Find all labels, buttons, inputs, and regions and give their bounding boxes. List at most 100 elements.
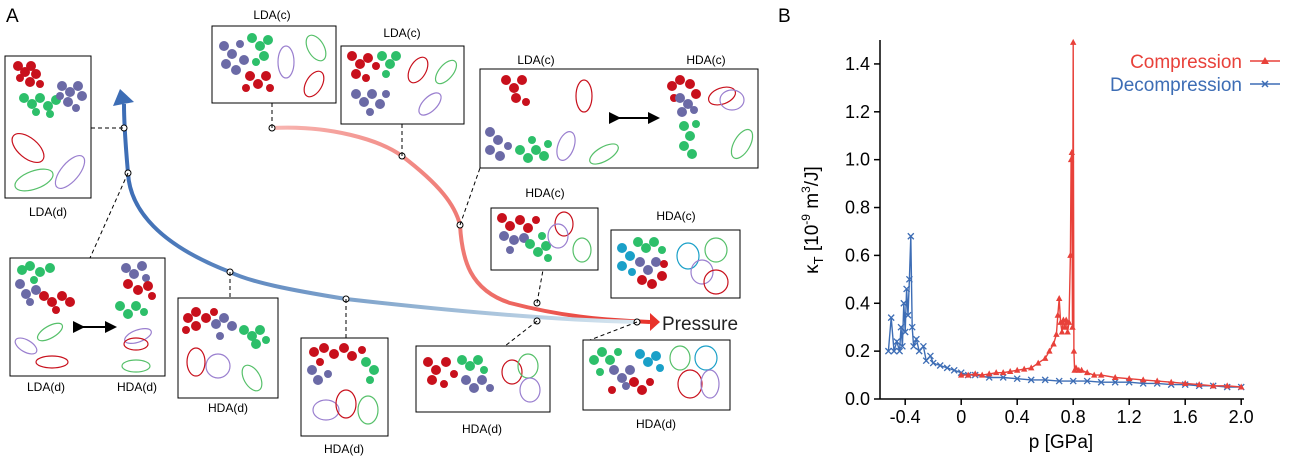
- data-point-decompression: [898, 342, 906, 350]
- ring-red: [575, 79, 593, 113]
- y-tick-label: 1.4: [845, 54, 870, 74]
- panel-b: B 0.0 0.2 0.4 0.6 0.8 1.0 1.2 1.4 -0.4 0 0.4 0.8 1.…: [778, 6, 1280, 453]
- data-point-decompression: [1111, 378, 1119, 386]
- data-point-decompression: [1097, 378, 1105, 386]
- molecule-green: [377, 51, 401, 78]
- inset-frame: [340, 45, 465, 125]
- ring-purple: [277, 45, 295, 79]
- molecule-purple: [211, 313, 237, 340]
- ring-purple: [124, 328, 152, 344]
- ring-purple: [556, 131, 576, 161]
- data-point-decompression: [1041, 376, 1049, 384]
- data-point-decompression: [905, 275, 913, 283]
- data-point-compression: [1140, 376, 1147, 383]
- ring-purple: [14, 337, 38, 355]
- y-axis-label-symbol: κ: [802, 264, 823, 274]
- molecule-red: [309, 343, 366, 366]
- y-tick-label: 1.2: [845, 102, 870, 122]
- ring-green: [704, 237, 728, 263]
- panel-a: A: [4, 6, 759, 456]
- x-tick-label: 2.0: [1229, 407, 1254, 427]
- inset-frame: [610, 229, 741, 299]
- data-point-decompression: [908, 323, 916, 331]
- ring-purple: [519, 377, 541, 403]
- legend-label-compression: Compression: [1130, 52, 1242, 73]
- data-point-compression: [993, 369, 1000, 376]
- data-point-compression: [1224, 382, 1231, 389]
- data-point-decompression: [893, 338, 901, 346]
- panel-b-letter: B: [778, 6, 791, 27]
- data-point-compression: [1078, 366, 1085, 373]
- inset-hda-c-2: HDA(c): [610, 209, 741, 299]
- molecule-red: [182, 307, 218, 334]
- data-point-compression: [1238, 383, 1245, 390]
- series-layer: [884, 38, 1245, 391]
- data-point-compression: [1014, 366, 1021, 373]
- data-point-compression: [1098, 371, 1105, 378]
- data-point-compression: [972, 370, 979, 377]
- molecule-green: [515, 136, 552, 163]
- inset-label-left: LDA(c): [517, 53, 554, 67]
- inset-label: HDA(d): [208, 401, 248, 415]
- y-axis-label-sub: T: [811, 256, 826, 264]
- molecule-purple: [15, 279, 41, 306]
- data-point-compression: [1112, 373, 1119, 380]
- molecule-green: [589, 347, 622, 376]
- data-point-compression: [1061, 323, 1068, 330]
- data-point-compression: [1196, 381, 1203, 388]
- ring-red: [501, 359, 523, 385]
- inset-label-right: HDA(d): [117, 380, 157, 394]
- ring-green: [121, 359, 151, 373]
- inset-lda-c-2: LDA(c): [340, 26, 465, 125]
- molecule-purple: [121, 261, 150, 282]
- data-point-compression: [1021, 365, 1028, 372]
- data-point-compression: [1067, 251, 1074, 258]
- ring-green: [730, 128, 754, 160]
- data-point-decompression: [912, 335, 920, 343]
- decompression-arrowhead: [113, 89, 134, 106]
- ring-green: [669, 345, 691, 371]
- series-line-decompression: [887, 236, 1242, 388]
- x-axis-label: p [GPa]: [1029, 432, 1093, 453]
- y-axis-label-exp2: 3: [799, 186, 813, 193]
- ring-purple: [700, 369, 720, 399]
- data-point-decompression: [896, 347, 904, 355]
- x-tick-label: -0.4: [890, 407, 921, 427]
- ring-green: [589, 143, 619, 165]
- data-point-decompression: [943, 364, 951, 372]
- inset-lda-c-hda-c: LDA(c) HDA(c): [479, 53, 759, 169]
- inset-label: LDA(d): [29, 205, 67, 219]
- data-point-decompression: [929, 359, 937, 367]
- y-axis-label-end: /J]: [802, 166, 823, 186]
- connector-line: [536, 269, 544, 304]
- ring-red: [707, 86, 737, 106]
- molecule-green: [239, 325, 270, 349]
- molecule-red: [347, 51, 380, 82]
- data-point-compression: [1035, 359, 1042, 366]
- molecule-red: [637, 260, 668, 289]
- data-point-compression: [1091, 371, 1098, 378]
- data-point-compression: [979, 371, 986, 378]
- inset-hda-d-2: HDA(d): [300, 337, 389, 456]
- ring-red: [11, 132, 45, 164]
- pressure-label: Pressure: [662, 314, 738, 335]
- ring-red: [407, 56, 429, 84]
- ring-purple: [54, 155, 86, 189]
- data-point-decompression: [903, 285, 911, 293]
- molecule-cyan: [617, 243, 636, 276]
- x-tick-label: 0.4: [1005, 407, 1030, 427]
- data-point-compression: [1054, 311, 1061, 318]
- molecule-purple: [485, 127, 512, 161]
- data-point-compression: [1058, 328, 1066, 335]
- y-ticks: 0.0 0.2 0.4 0.6 0.8 1.0 1.2 1.4: [845, 54, 880, 409]
- data-point-compression: [1070, 38, 1077, 45]
- data-point-decompression: [999, 374, 1007, 381]
- molecule-purple: [219, 40, 249, 75]
- molecule-red: [608, 377, 654, 395]
- ring-green: [241, 364, 263, 392]
- inset-frame: [9, 257, 166, 377]
- ring-cyan: [676, 242, 700, 270]
- data-point-compression: [1000, 369, 1007, 376]
- ring-red: [703, 269, 729, 295]
- molecule-purple: [635, 257, 661, 275]
